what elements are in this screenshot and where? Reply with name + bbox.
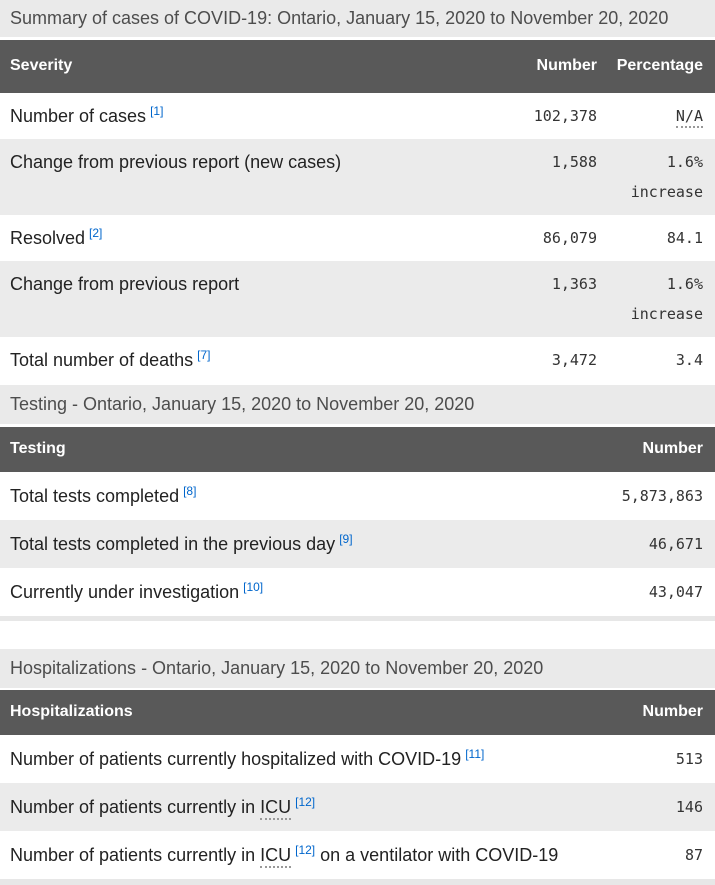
table-bottom-border (0, 616, 715, 621)
testing-table-caption: Testing - Ontario, January 15, 2020 to N… (0, 385, 715, 424)
row-number-value: 3,472 (551, 351, 597, 369)
summary-table-caption: Summary of cases of COVID-19: Ontario, J… (0, 0, 715, 37)
row-percentage-note: increase (630, 183, 703, 201)
table-row-resolved: Resolved [2] 86,079 84.1 (0, 215, 715, 261)
row-label: Number of patients currently hospitalize… (10, 749, 462, 769)
row-percentage-value: 84.1 (666, 229, 703, 247)
table-bottom-border (0, 879, 715, 885)
column-header-severity: Severity (10, 57, 73, 74)
table-row-change-previous-report: Change from previous report 1,363 1.6% i… (0, 261, 715, 337)
row-number-value: 1,363 (551, 275, 597, 293)
row-label: Total tests completed in the previous da… (10, 534, 336, 554)
table-row-icu: Number of patients currently in ICU [12] … (0, 783, 715, 831)
row-percentage-value: 3.4 (675, 351, 703, 369)
footnote-link[interactable]: [11] (465, 747, 485, 761)
footnote-link[interactable]: [2] (89, 226, 103, 240)
footnote-link[interactable]: [9] (339, 532, 353, 546)
row-number-value: 43,047 (648, 583, 703, 601)
row-label: Total tests completed (10, 486, 180, 506)
table-row-change-new-cases: Change from previous report (new cases) … (0, 139, 715, 215)
row-number-value: 86,079 (542, 229, 597, 247)
row-number-value: 5,873,863 (621, 487, 703, 505)
column-header-number: Number (536, 57, 597, 74)
row-label: Number of cases (10, 106, 147, 126)
row-label: Total number of deaths (10, 350, 194, 370)
summary-table: Severity Number Percentage Number of cas… (0, 40, 715, 383)
footnote-link[interactable]: [7] (197, 348, 211, 362)
row-label: Number of patients currently in (10, 797, 261, 817)
column-header-testing: Testing (10, 440, 66, 457)
table-row-tests-previous-day: Total tests completed in the previous da… (0, 520, 715, 568)
summary-table-header-row: Severity Number Percentage (0, 40, 715, 93)
footnote-link[interactable]: [10] (243, 580, 264, 594)
testing-table-header-row: Testing Number (0, 427, 715, 472)
row-percentage-value: 1.6% (666, 275, 703, 293)
table-row-under-investigation: Currently under investigation [10] 43,047 (0, 568, 715, 616)
footnote-link[interactable]: [8] (183, 484, 197, 498)
column-header-hospitalizations: Hospitalizations (10, 703, 133, 720)
row-number-value: 513 (675, 750, 703, 768)
footnote-link[interactable]: [12] (295, 843, 316, 857)
row-percentage-note: increase (630, 305, 703, 323)
footnote-link[interactable]: [1] (150, 104, 164, 118)
section-spacer (0, 621, 715, 649)
row-label-suffix: on a ventilator with COVID-19 (315, 845, 559, 865)
row-number-value: 146 (675, 798, 703, 816)
icu-abbr[interactable]: ICU (260, 797, 292, 820)
column-header-number: Number (642, 703, 703, 720)
hospitalizations-table-header-row: Hospitalizations Number (0, 690, 715, 735)
hospitalizations-table-caption: Hospitalizations - Ontario, January 15, … (0, 649, 715, 688)
row-label: Resolved (10, 228, 86, 248)
table-row-total-deaths: Total number of deaths [7] 3,472 3.4 (0, 337, 715, 383)
testing-table: Testing Number Total tests completed [8] … (0, 427, 715, 616)
column-header-number: Number (642, 440, 703, 457)
column-header-percentage: Percentage (616, 57, 703, 74)
icu-abbr[interactable]: ICU (260, 845, 292, 868)
table-row-total-tests: Total tests completed [8] 5,873,863 (0, 472, 715, 520)
row-number-value: 46,671 (648, 535, 703, 553)
table-row-hospitalized: Number of patients currently hospitalize… (0, 735, 715, 783)
table-row-number-of-cases: Number of cases [1] 102,378 N/A (0, 93, 715, 139)
table-row-icu-ventilator: Number of patients currently in ICU [12] … (0, 831, 715, 879)
row-number-value: 102,378 (533, 107, 597, 125)
hospitalizations-table: Hospitalizations Number Number of patien… (0, 690, 715, 879)
row-number-value: 1,588 (551, 153, 597, 171)
row-label: Change from previous report (10, 274, 240, 294)
footnote-link[interactable]: [12] (295, 795, 316, 809)
row-percentage-value: 1.6% (666, 153, 703, 171)
row-number-value: 87 (684, 846, 703, 864)
not-applicable-abbr[interactable]: N/A (675, 107, 703, 128)
row-label: Number of patients currently in (10, 845, 261, 865)
row-label: Change from previous report (new cases) (10, 152, 342, 172)
row-label: Currently under investigation (10, 582, 240, 602)
